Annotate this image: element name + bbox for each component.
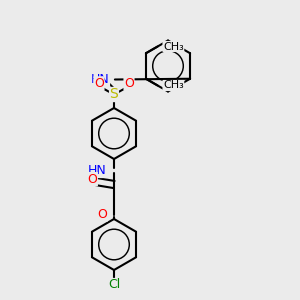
Text: O: O bbox=[94, 77, 104, 90]
Text: HN: HN bbox=[91, 73, 110, 86]
Text: CH₃: CH₃ bbox=[163, 41, 184, 52]
Text: Cl: Cl bbox=[108, 278, 120, 292]
Text: CH₃: CH₃ bbox=[163, 80, 184, 91]
Text: S: S bbox=[110, 88, 118, 101]
Text: HN: HN bbox=[88, 164, 106, 178]
Text: O: O bbox=[98, 208, 107, 221]
Text: O: O bbox=[124, 77, 134, 90]
Text: O: O bbox=[88, 172, 97, 186]
